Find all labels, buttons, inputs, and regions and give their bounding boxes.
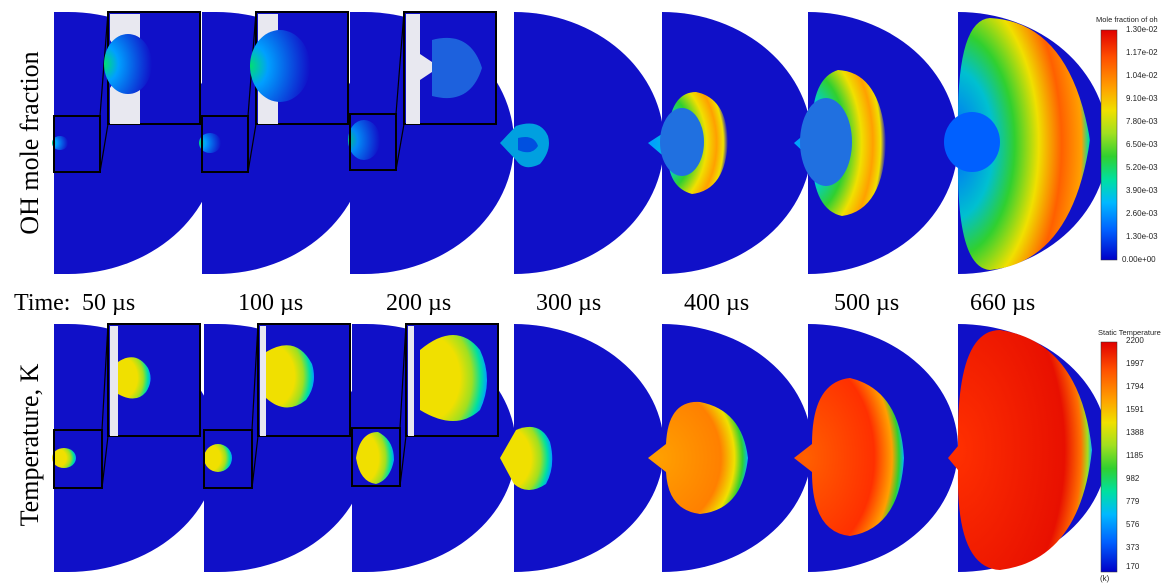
oh-legend-title: Mole fraction of oh <box>1096 15 1158 24</box>
temp-panel-400-kernel <box>648 401 748 514</box>
oh-legend-tick: 1.30e-02 <box>1126 25 1158 34</box>
oh-legend-tick: 9.10e-03 <box>1126 94 1158 103</box>
oh-panel-300-domain <box>514 12 664 274</box>
temp-panel-50-kernel <box>52 448 76 468</box>
time-label-500: 500 µs <box>834 290 900 316</box>
temperature-legend-tick: 779 <box>1126 497 1140 506</box>
temp-panel-50-zoom-box <box>53 429 103 489</box>
time-label-300: 300 µs <box>536 290 602 316</box>
oh-panel-400-domain <box>662 12 812 274</box>
temperature-legend-unit: (k) <box>1100 574 1110 583</box>
temperature-legend-tick: 1388 <box>1126 428 1144 437</box>
oh-legend-tick: 3.90e-03 <box>1126 186 1158 195</box>
time-label-100: 100 µs <box>238 290 304 316</box>
oh-panel-50-zoom-box <box>53 115 101 173</box>
oh-panel-660-kernel <box>948 18 1090 270</box>
oh-colorbar <box>1100 29 1118 261</box>
temp-panel-100-zoom-box <box>203 429 253 489</box>
temp-panel-500-kernel <box>794 378 904 536</box>
temp-panel-100-kernel <box>204 444 232 472</box>
time-label-50: 50 µs <box>82 290 136 316</box>
temp-panel-300-domain <box>514 324 664 572</box>
temperature-legend-tick: 1794 <box>1126 382 1144 391</box>
temperature-legend-tick: 1997 <box>1126 359 1144 368</box>
oh-legend-tick: 1.30e-03 <box>1126 232 1158 241</box>
oh-legend-tick: 2.60e-03 <box>1126 209 1158 218</box>
oh-legend-tick: 5.20e-03 <box>1126 163 1158 172</box>
temperature-legend-tick: 1591 <box>1126 405 1144 414</box>
temperature-legend-tick: 982 <box>1126 474 1140 483</box>
temp-panel-200-zoom-box <box>351 427 401 487</box>
temp-panel-300-kernel <box>500 426 553 490</box>
oh-legend-tick: 6.50e-03 <box>1126 140 1158 149</box>
temperature-legend-tick: 576 <box>1126 520 1140 529</box>
temperature-legend-tick: 1185 <box>1126 451 1144 460</box>
oh-panel-50-kernel <box>52 136 68 150</box>
oh-legend-tick: 7.80e-03 <box>1126 117 1158 126</box>
time-label-200: 200 µs <box>386 290 452 316</box>
time-label-400: 400 µs <box>684 290 750 316</box>
oh-legend-tick: 1.17e-02 <box>1126 48 1158 57</box>
oh-panel-200-kernel <box>348 120 380 160</box>
temperature-legend-title: Static Temperature <box>1098 328 1161 337</box>
temp-panel-660-kernel <box>948 330 1092 570</box>
oh-legend-tick: 1.04e-02 <box>1126 71 1158 80</box>
oh-panel-100-zoom-box <box>201 115 249 173</box>
temperature-legend-tick: 2200 <box>1126 336 1144 345</box>
temperature-legend-tick: 170 <box>1126 562 1140 571</box>
oh-legend-tick: 0.00e+00 <box>1122 255 1156 264</box>
oh-panel-200-zoom-box <box>349 113 397 171</box>
temperature-colorbar <box>1100 341 1118 573</box>
time-label-660: 660 µs <box>970 290 1036 316</box>
time-prefix: Time: <box>14 290 71 316</box>
temp-panel-200-kernel <box>356 432 394 484</box>
oh-panel-100-kernel <box>199 133 221 153</box>
temperature-legend-tick: 373 <box>1126 543 1140 552</box>
